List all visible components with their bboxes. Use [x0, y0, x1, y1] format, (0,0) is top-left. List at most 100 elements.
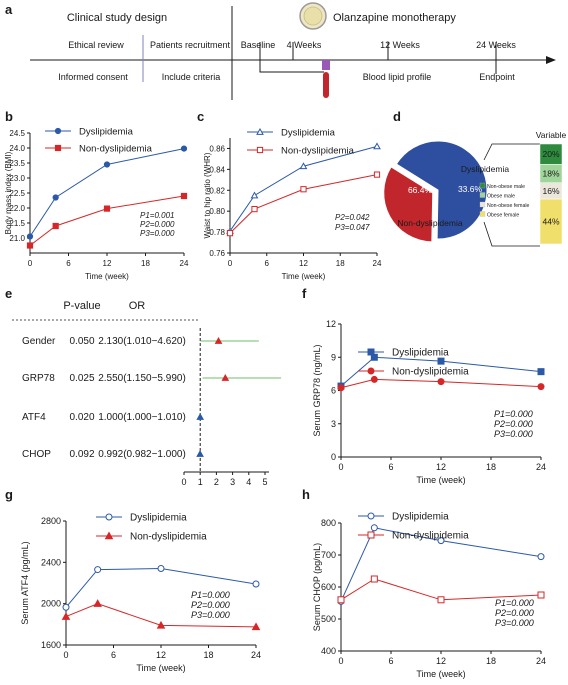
data-point-g-1-1	[93, 599, 102, 607]
data-point-g-1-2	[156, 620, 166, 629]
pie-label-0: 66.4%	[408, 185, 433, 195]
panel-letter-f: f	[302, 286, 307, 301]
data-point-b-0-0	[26, 233, 34, 240]
timeline-top-label-2: Baseline	[241, 40, 276, 50]
data-point-h-1-0	[337, 596, 345, 604]
timeline-top-label-5: 24 Weeks	[476, 40, 516, 50]
data-point-b-0-2	[103, 161, 111, 168]
legend-marker-h-0	[367, 512, 375, 520]
data-point-b-1-2	[103, 205, 111, 212]
x-tick-label-b-2: 12	[103, 259, 112, 268]
x-axis-label-c: Time (week)	[282, 272, 326, 281]
series-line-c-0	[229, 145, 378, 232]
x-axis-label-f: Time (week)	[416, 475, 465, 485]
timeline-arrowhead	[546, 56, 556, 64]
series-line-g-1	[65, 603, 257, 628]
x-tick-label-f-2: 12	[436, 462, 446, 472]
x-tick-label-g-1: 6	[111, 650, 116, 660]
stack-legend-swatch-3	[479, 211, 486, 217]
series-line-h-1	[340, 578, 542, 601]
legend-label-h-1: Non-dyslipidemia	[392, 531, 469, 542]
x-tick-label-c-3: 18	[336, 259, 345, 268]
legend-label-f-0: Dyslipidemia	[392, 348, 449, 359]
stat-h-1: P2=0.000	[495, 608, 534, 618]
x-tick-label-b-4: 24	[180, 259, 189, 268]
y-tick-label-f-0: 0	[331, 452, 336, 462]
data-point-h-0-3	[537, 553, 545, 561]
stat-g-0: P1=0.000	[191, 590, 230, 600]
stat-f-1: P2=0.000	[494, 419, 533, 429]
stack-title: Variable	[536, 130, 567, 140]
forest-row-p-1: 0.025	[69, 373, 94, 384]
legend-label-c-1: Non-dyslipidemia	[281, 146, 355, 157]
stack-legend-label-3: Obese female	[487, 213, 519, 219]
y-tick-label-h-4: 800	[321, 518, 336, 528]
timeline-top-label-3: 4 Weeks	[287, 40, 322, 50]
legend-label-h-0: Dyslipidemia	[392, 512, 449, 523]
y-tick-label-g-0: 1600	[41, 640, 61, 650]
x-tick-label-f-1: 6	[388, 462, 393, 472]
x-tick-label-c-2: 12	[299, 259, 308, 268]
data-point-g-0-3	[252, 580, 260, 588]
forest-point-1	[221, 373, 230, 381]
data-point-b-0-3	[180, 145, 188, 152]
data-point-f-0-3	[537, 368, 545, 376]
series-line-b-1	[29, 195, 185, 246]
data-point-g-0-1	[94, 566, 102, 574]
data-point-g-1-3	[251, 622, 261, 631]
data-point-h-0-2	[437, 537, 445, 545]
y-axis-label-c: Waist to hip ratio (WHR)	[203, 152, 212, 238]
timeline-top-label-0: Ethical review	[68, 40, 124, 50]
legend-label-f-1: Non-dyslipidemia	[392, 367, 469, 378]
x-axis-label-h: Time (week)	[416, 669, 465, 679]
zoom-line-top	[483, 143, 540, 161]
y-tick-label-f-2: 6	[331, 386, 336, 396]
legend-label-c-0: Dyslipidemia	[281, 128, 336, 139]
series-line-c-1	[229, 174, 378, 234]
y-tick-label-h-0: 400	[321, 646, 336, 656]
timeline-top-label-1: Patients recruitment	[150, 40, 231, 50]
panel-letter-h: h	[302, 487, 310, 502]
stat-f-0: P1=0.000	[494, 409, 533, 419]
x-tick-label-b-1: 6	[66, 259, 71, 268]
stack-label-0: 20%	[542, 149, 559, 159]
x-tick-label-h-0: 0	[338, 656, 343, 666]
forest-row-name-3: CHOP	[22, 449, 51, 460]
stat-h-2: P3=0.000	[495, 618, 534, 628]
forest-row-or-0: 2.130(1.010−4.620)	[98, 336, 186, 347]
forest-header-p: P-value	[63, 300, 100, 312]
stat-g-2: P3=0.000	[191, 610, 230, 620]
timeline-bottom-label-0: Informed consent	[58, 72, 128, 82]
data-point-f-1-0	[337, 384, 345, 392]
x-tick-label-b-3: 18	[141, 259, 150, 268]
data-point-g-1-0	[61, 612, 71, 620]
legend-label-b-0: Dyslipidemia	[79, 127, 134, 138]
forest-point-3	[196, 449, 204, 457]
data-point-f-0-2	[437, 357, 445, 365]
x-tick-label-g-0: 0	[63, 650, 68, 660]
y-tick-label-b-0: 21.0	[9, 234, 25, 243]
legend-marker-c-0	[256, 127, 264, 135]
data-point-c-0-1	[250, 191, 259, 199]
legend-marker-b-1	[54, 144, 62, 152]
x-tick-label-f-4: 24	[536, 462, 546, 472]
panel-letter-e: e	[5, 286, 12, 301]
baseline-bracket	[259, 60, 324, 73]
series-line-f-0	[340, 356, 542, 387]
forest-x-tick-label-1: 1	[198, 477, 203, 487]
forest-row-or-1: 2.550(1.150−5.990)	[98, 373, 186, 384]
y-tick-label-c-5: 0.86	[209, 144, 225, 153]
y-axis-label-g: Serum ATF4 (pg/mL)	[20, 541, 30, 624]
y-tick-label-c-4: 0.84	[209, 165, 225, 174]
panel-letter-d: d	[393, 109, 401, 124]
x-tick-label-c-1: 6	[265, 259, 270, 268]
stat-b-1: P2=0.000	[140, 220, 175, 229]
y-tick-label-h-2: 600	[321, 582, 336, 592]
data-point-h-1-2	[437, 596, 445, 604]
data-point-b-1-0	[26, 242, 34, 249]
legend-marker-g-0	[105, 513, 113, 521]
stack-segment-3	[539, 198, 563, 245]
stack-label-1: 18%	[542, 169, 559, 179]
legend-marker-f-1	[367, 367, 375, 375]
forest-row-or-3: 0.992(0.982−1.000)	[98, 449, 186, 460]
